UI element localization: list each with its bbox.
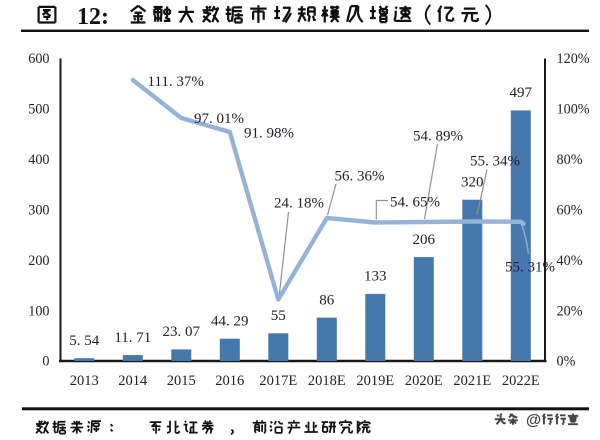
svg-text:400: 400 bbox=[28, 152, 49, 168]
svg-text:54. 89%: 54. 89% bbox=[413, 129, 463, 145]
svg-text:0: 0 bbox=[42, 354, 49, 370]
svg-text:5. 54: 5. 54 bbox=[69, 333, 100, 349]
svg-text:2021E: 2021E bbox=[453, 373, 491, 389]
svg-text:320: 320 bbox=[461, 175, 484, 191]
svg-text:23. 07: 23. 07 bbox=[163, 324, 201, 340]
svg-text:2020E: 2020E bbox=[405, 373, 443, 389]
svg-text:2015: 2015 bbox=[167, 373, 196, 389]
svg-text:2018E: 2018E bbox=[308, 373, 346, 389]
svg-text:91. 98%: 91. 98% bbox=[244, 126, 294, 142]
svg-text:2022E: 2022E bbox=[502, 373, 540, 389]
svg-text:200: 200 bbox=[28, 253, 49, 269]
svg-text:120%: 120% bbox=[557, 51, 590, 67]
svg-text:44. 29: 44. 29 bbox=[211, 314, 249, 330]
svg-text:86: 86 bbox=[319, 292, 335, 308]
svg-text:@: @ bbox=[526, 412, 541, 429]
svg-text:54. 65%: 54. 65% bbox=[390, 195, 440, 211]
svg-text:55. 34%: 55. 34% bbox=[470, 154, 520, 170]
svg-text:2013: 2013 bbox=[70, 373, 99, 389]
svg-text:20%: 20% bbox=[557, 303, 583, 319]
svg-text:111. 37%: 111. 37% bbox=[148, 74, 204, 90]
svg-text:55. 31%: 55. 31% bbox=[505, 260, 555, 276]
svg-text:@: @ bbox=[527, 413, 542, 430]
svg-text:97. 01%: 97. 01% bbox=[194, 111, 244, 127]
svg-text:60%: 60% bbox=[557, 202, 583, 218]
svg-text:2014: 2014 bbox=[118, 373, 148, 389]
svg-text:497: 497 bbox=[510, 85, 533, 101]
svg-text:500: 500 bbox=[28, 102, 49, 118]
svg-text:2019E: 2019E bbox=[356, 373, 394, 389]
svg-text:600: 600 bbox=[28, 51, 49, 67]
svg-text:2016: 2016 bbox=[215, 373, 244, 389]
svg-text:12:: 12: bbox=[77, 4, 109, 30]
svg-text:40%: 40% bbox=[557, 253, 583, 269]
svg-text:300: 300 bbox=[28, 202, 49, 218]
svg-text:80%: 80% bbox=[557, 152, 583, 168]
svg-text:11. 71: 11. 71 bbox=[114, 330, 151, 346]
svg-text:55: 55 bbox=[271, 308, 286, 324]
svg-text:133: 133 bbox=[364, 269, 387, 285]
svg-text:2017E: 2017E bbox=[259, 373, 297, 389]
svg-text:24. 18%: 24. 18% bbox=[274, 196, 324, 212]
svg-text:0%: 0% bbox=[557, 354, 576, 370]
svg-text:100: 100 bbox=[28, 303, 49, 319]
svg-text:206: 206 bbox=[413, 232, 436, 248]
svg-text:100%: 100% bbox=[557, 102, 590, 118]
svg-text:56. 36%: 56. 36% bbox=[335, 169, 385, 185]
